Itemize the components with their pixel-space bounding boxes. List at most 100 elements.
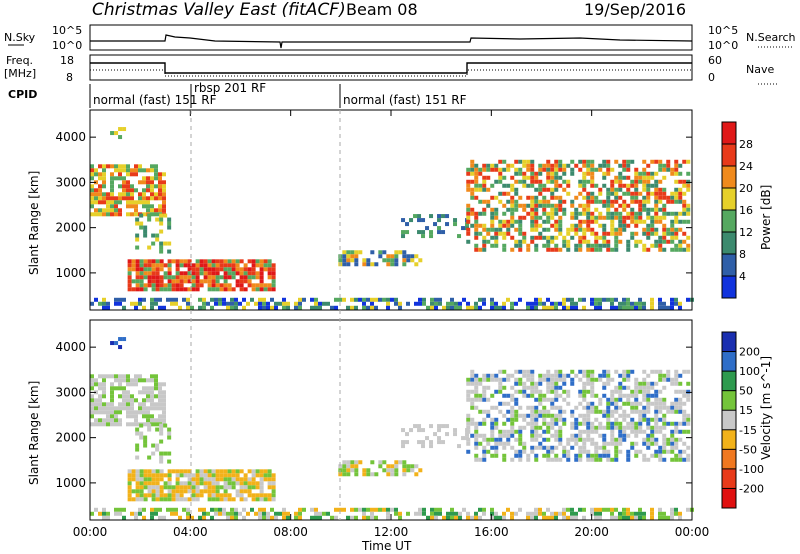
data-cell <box>570 199 575 204</box>
data-cell <box>314 301 318 306</box>
data-cell <box>598 187 603 192</box>
data-cell <box>366 258 371 263</box>
data-cell <box>598 511 602 516</box>
data-cell <box>574 433 579 438</box>
data-cell <box>102 212 106 217</box>
data-cell <box>566 441 571 446</box>
data-cell <box>530 405 535 410</box>
data-cell <box>642 231 647 236</box>
data-cell <box>466 231 471 236</box>
data-cell <box>294 301 298 306</box>
data-cell <box>146 196 150 201</box>
data-cell <box>466 301 470 306</box>
data-cell <box>135 217 140 222</box>
data-cell <box>566 191 571 196</box>
data-cell <box>118 410 122 415</box>
data-cell <box>650 231 655 236</box>
data-cell <box>602 171 607 176</box>
data-cell <box>130 204 134 209</box>
data-cell <box>370 301 374 306</box>
data-cell <box>578 449 583 454</box>
data-cell <box>494 417 499 422</box>
data-cell <box>159 469 164 474</box>
data-cell <box>554 381 559 386</box>
data-cell <box>586 247 591 252</box>
data-cell <box>187 473 192 478</box>
data-cell <box>542 421 547 426</box>
cpid-entry-2: rbsp 201 RF <box>194 81 266 95</box>
data-cell <box>127 469 132 474</box>
data-cell <box>102 511 106 516</box>
data-cell <box>622 227 627 232</box>
data-cell <box>482 507 486 512</box>
data-cell <box>122 192 126 197</box>
data-cell <box>514 381 519 386</box>
data-cell <box>498 305 502 310</box>
data-cell <box>510 457 515 462</box>
data-cell <box>394 472 399 477</box>
data-cell <box>534 203 539 208</box>
data-cell <box>662 449 667 454</box>
data-cell <box>622 385 627 390</box>
data-cell <box>167 225 172 230</box>
data-cell <box>195 275 200 280</box>
data-cell <box>154 418 158 423</box>
data-cell <box>630 215 635 220</box>
data-cell <box>530 175 535 180</box>
data-cell <box>223 271 228 276</box>
data-cell <box>666 231 671 236</box>
data-cell <box>590 385 595 390</box>
data-cell <box>526 195 531 200</box>
data-cell <box>98 172 102 177</box>
colorbar-swatch <box>722 254 736 277</box>
data-cell <box>143 481 148 486</box>
data-cell <box>151 267 156 272</box>
data-cell <box>618 421 623 426</box>
data-cell <box>618 231 623 236</box>
data-cell <box>150 184 154 189</box>
data-cell <box>670 231 675 236</box>
data-cell <box>231 473 236 478</box>
data-cell <box>662 457 667 462</box>
data-cell <box>429 234 434 239</box>
data-cell <box>566 243 571 248</box>
data-cell <box>239 287 244 292</box>
data-cell <box>634 167 639 172</box>
data-cell <box>534 433 539 438</box>
data-cell <box>598 515 602 520</box>
data-cell <box>598 163 603 168</box>
data-cell <box>582 207 587 212</box>
data-cell <box>238 511 242 516</box>
data-cell <box>546 215 551 220</box>
data-cell <box>210 305 214 310</box>
data-cell <box>94 172 98 177</box>
data-cell <box>474 223 479 228</box>
data-cell <box>518 457 523 462</box>
data-cell <box>630 429 635 434</box>
colorbar-swatch <box>722 232 736 255</box>
data-cell <box>686 187 691 192</box>
data-cell <box>498 191 503 196</box>
data-cell <box>342 262 347 267</box>
data-cell <box>574 247 579 252</box>
data-cell <box>634 183 639 188</box>
data-cell <box>482 457 487 462</box>
data-cell <box>139 259 144 264</box>
data-cell <box>530 301 534 306</box>
data-cell <box>530 515 534 520</box>
data-cell <box>378 297 382 302</box>
data-cell <box>558 301 562 306</box>
data-cell <box>678 243 683 248</box>
data-cell <box>94 200 98 205</box>
data-cell <box>654 417 659 422</box>
data-cell <box>574 195 579 200</box>
data-cell <box>482 385 487 390</box>
data-cell <box>222 301 226 306</box>
data-cell <box>662 401 667 406</box>
data-cell <box>546 429 551 434</box>
data-cell <box>334 297 338 302</box>
data-cell <box>530 433 535 438</box>
data-cell <box>421 428 426 433</box>
data-cell <box>219 267 224 272</box>
